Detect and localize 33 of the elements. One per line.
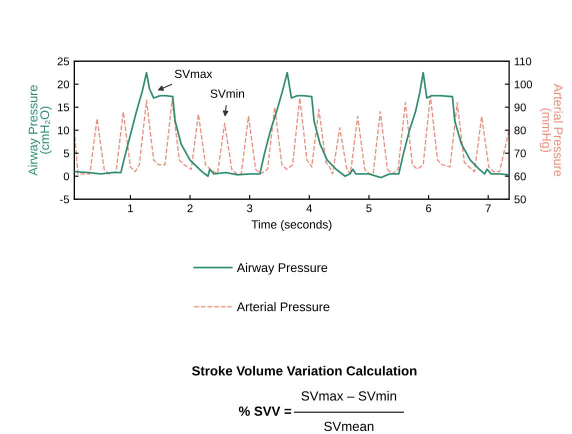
y-tick-label: 5 bbox=[64, 150, 70, 158]
text: % SVV = bbox=[238, 406, 292, 416]
annotation: SVmax bbox=[174, 70, 212, 78]
x-tick-label: 7 bbox=[486, 204, 491, 212]
legend-label: Arterial Pressure bbox=[236, 302, 330, 312]
y2-tick-label: 80 bbox=[514, 126, 526, 134]
y-tick-label: -5 bbox=[60, 196, 70, 204]
x-tick-label: 1 bbox=[128, 204, 133, 212]
text: SVmax – SVmin bbox=[301, 390, 396, 401]
y-tick-label: 15 bbox=[58, 104, 70, 112]
annotation: SVmin bbox=[210, 89, 244, 98]
y2-tick-label: 100 bbox=[514, 80, 532, 88]
x-tick-label: 3 bbox=[247, 204, 252, 212]
y-tick-label: 10 bbox=[58, 126, 70, 134]
x-tick-label: 5 bbox=[366, 204, 372, 212]
text: Stroke Volume Variation Calculation bbox=[192, 366, 416, 376]
x-tick-label: 4 bbox=[306, 204, 312, 212]
y2-tick-label: 70 bbox=[514, 149, 526, 158]
x-tick-label: 2 bbox=[188, 204, 193, 212]
line-series bbox=[74, 72, 510, 178]
y-axis-title: Airway Pressure (cmH₂O) bbox=[28, 85, 52, 176]
y2-tick-label: 90 bbox=[514, 103, 526, 112]
legend-label: Airway Pressure bbox=[236, 262, 328, 275]
text: SVmean bbox=[324, 422, 374, 432]
x-tick-label: 6 bbox=[426, 204, 432, 212]
y2-axis-title: Arterial Pressure (mmHg) bbox=[540, 84, 564, 176]
y2-tick-label: 50 bbox=[514, 195, 526, 204]
y2-tick-label: 60 bbox=[514, 172, 526, 180]
y2-tick-label: 110 bbox=[514, 57, 532, 66]
x-axis-title: Time (seconds) bbox=[252, 220, 332, 231]
y-tick-label: 20 bbox=[58, 80, 70, 88]
y-tick-label: 25 bbox=[58, 57, 70, 66]
y-tick-label: 0 bbox=[64, 172, 70, 180]
